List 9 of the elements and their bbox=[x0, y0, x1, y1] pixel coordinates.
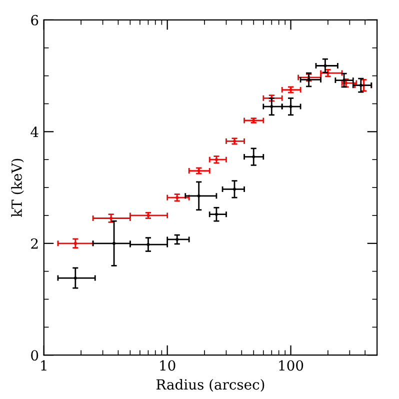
y-tick-label: 4 bbox=[30, 126, 38, 137]
x-tick-label: 100 bbox=[279, 360, 304, 371]
x-axis-title: Radius (arcsec) bbox=[156, 378, 264, 392]
y-tick-label: 6 bbox=[31, 14, 38, 26]
y-tick-label: 2 bbox=[31, 238, 38, 249]
y-tick-label: 0 bbox=[31, 350, 38, 361]
x-tick-label: 10 bbox=[160, 360, 176, 371]
x-tick-label: 1 bbox=[41, 360, 46, 371]
y-axis-title: kT (keV) bbox=[11, 158, 24, 217]
